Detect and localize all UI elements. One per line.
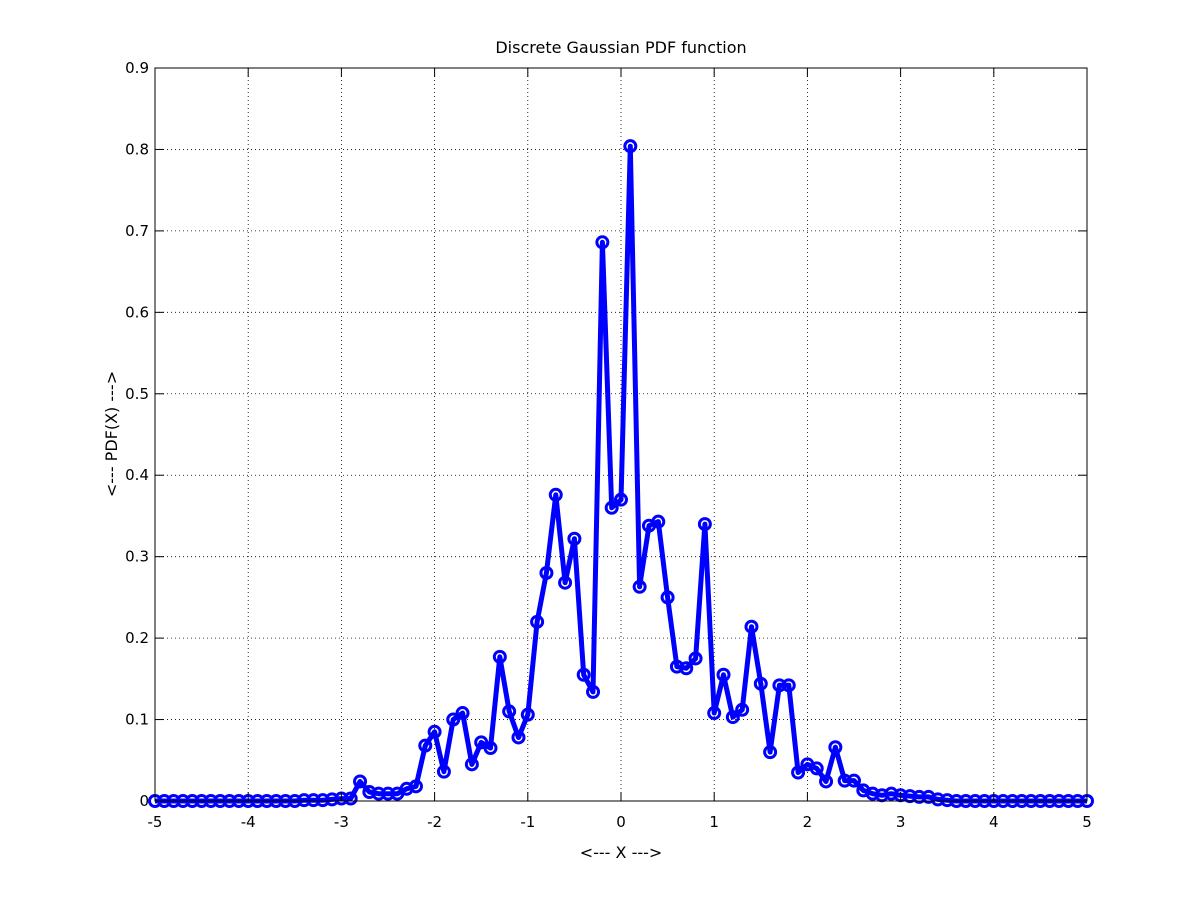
data-point — [558, 575, 573, 590]
data-point — [567, 531, 582, 546]
data-point — [418, 738, 433, 753]
x-tick-label: -4 — [241, 813, 256, 831]
data-point — [315, 793, 330, 808]
chart-title: Discrete Gaussian PDF function — [495, 38, 746, 57]
data-point — [902, 789, 917, 804]
data-point — [791, 765, 806, 780]
data-point — [781, 678, 796, 693]
y-tick-label: 0.4 — [125, 466, 149, 484]
data-point — [725, 710, 740, 725]
data-point — [614, 492, 628, 507]
y-tick-label: 0.9 — [125, 59, 149, 77]
y-tick-label: 0.2 — [125, 629, 149, 647]
y-tick-label: 0.6 — [125, 303, 149, 321]
data-point — [595, 235, 610, 250]
y-tick-label: 0.3 — [125, 548, 149, 566]
x-axis-label: <--- X ---> — [580, 843, 663, 862]
y-axis-label: <--- PDF(X) ---> — [102, 371, 121, 497]
data-point — [688, 651, 703, 666]
grid-lines — [155, 68, 1087, 801]
data-point — [455, 706, 470, 721]
data-point — [530, 614, 545, 629]
data-point — [511, 730, 526, 745]
data-point — [586, 684, 601, 699]
tick-marks — [154, 67, 1088, 802]
y-tick-label: 0 — [139, 792, 149, 810]
data-point — [464, 757, 479, 772]
y-tick-label: 0.8 — [125, 140, 149, 158]
x-tick-label: 2 — [803, 813, 813, 831]
data-point — [809, 761, 824, 776]
data-point — [735, 702, 750, 717]
data-point — [744, 619, 759, 634]
data-point — [343, 791, 358, 806]
data-point — [520, 707, 535, 722]
data-point — [772, 678, 787, 693]
x-tick-label: 4 — [989, 813, 999, 831]
data-point — [716, 667, 731, 682]
data-point — [940, 793, 955, 808]
data-point — [446, 712, 461, 727]
data-point — [492, 649, 507, 664]
data-point — [847, 773, 861, 788]
data-point — [325, 792, 340, 807]
tick-labels: -5 -4 -3 -2 -1 0 1 2 3 4 5 0 0.1 0.2 0.3 0.4 0.5 0.6 0.7 0.… — [125, 59, 1092, 831]
data-point — [679, 661, 694, 676]
data-point — [697, 517, 712, 532]
data-point — [837, 773, 852, 788]
data-point — [912, 789, 927, 804]
data-point — [651, 514, 666, 529]
x-tick-label: 5 — [1082, 813, 1092, 831]
data-point — [483, 741, 498, 756]
x-tick-label: 0 — [616, 813, 626, 831]
data-point — [539, 565, 554, 580]
data-point — [502, 704, 517, 719]
data-point — [930, 792, 945, 807]
data-point — [828, 740, 843, 755]
y-tick-label: 0.1 — [125, 711, 149, 729]
x-tick-label: -5 — [148, 813, 163, 831]
data-point — [548, 487, 563, 502]
x-tick-label: 3 — [896, 813, 906, 831]
data-point — [660, 590, 675, 605]
data-point — [763, 745, 778, 760]
data-point — [353, 774, 368, 789]
x-tick-label: 1 — [709, 813, 719, 831]
data-point — [623, 139, 638, 154]
x-tick-label: -2 — [427, 813, 442, 831]
data-point — [427, 724, 442, 739]
data-point — [604, 500, 619, 515]
data-point — [371, 786, 386, 801]
data-point — [408, 779, 423, 794]
data-point — [753, 676, 768, 691]
y-tick-label: 0.7 — [125, 222, 149, 240]
x-tick-label: -3 — [334, 813, 349, 831]
data-point — [632, 579, 647, 594]
data-point — [381, 786, 395, 801]
data-point — [297, 793, 312, 808]
data-point — [306, 793, 321, 808]
data-point — [819, 774, 834, 789]
data-point — [707, 706, 722, 721]
data-point — [436, 764, 451, 779]
x-tick-label: -1 — [520, 813, 535, 831]
y-tick-label: 0.5 — [125, 385, 149, 403]
data-point — [576, 667, 591, 682]
